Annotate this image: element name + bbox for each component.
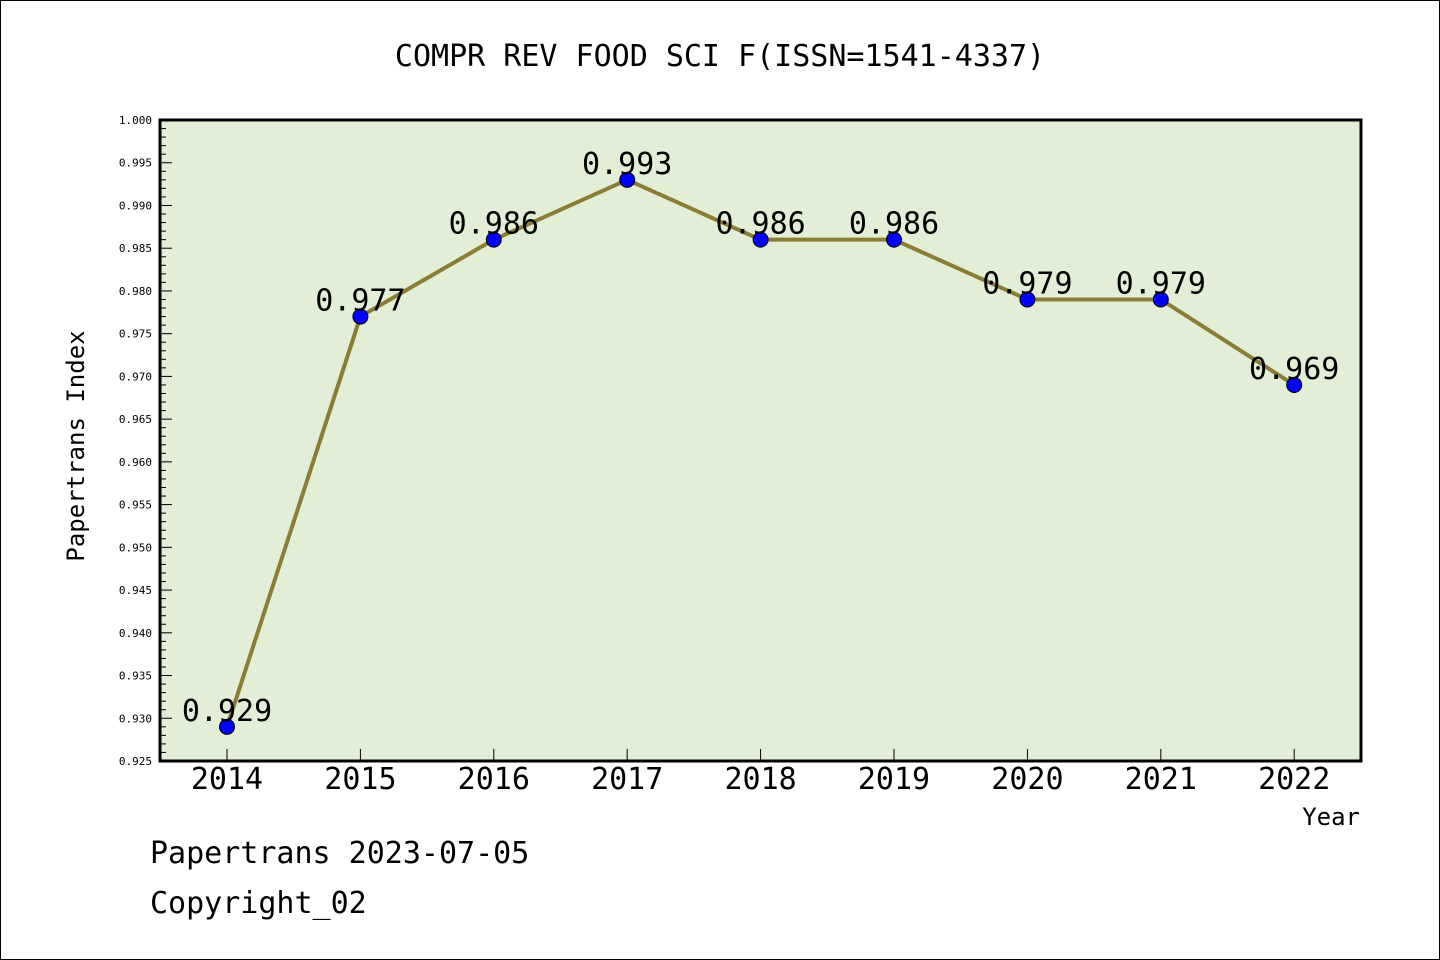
data-point [752,231,769,248]
footer-copyright: Copyright_02 [150,886,367,921]
data-point [1152,291,1169,308]
y-tick-label: 0.985 [119,242,152,255]
y-axis-title: Papertrans Index [62,330,90,561]
y-tick-label: 0.970 [119,370,152,383]
y-tick-label: 0.980 [119,285,152,298]
y-tick-label: 0.930 [119,712,152,725]
y-tick-label: 0.960 [119,456,152,469]
x-axis: 2014 2015 2016 2017 2018 2019 2020 2021 2022 [191,749,1330,797]
data-label: 0.929 [182,694,272,729]
data-labels: 0.929 0.977 0.986 0.993 0.986 0.986 0.979 0.979… [182,147,1340,729]
y-tick-label: 0.935 [119,670,152,683]
footer-date: Papertrans 2023-07-05 [150,836,530,871]
data-label: 0.986 [449,207,539,242]
y-axis: 0.925 0.930 0.935 0.940 0.945 0.950 0.955 0.960… [119,114,172,768]
data-point [1019,291,1036,308]
data-point [619,171,636,188]
y-tick-label: 0.975 [119,328,152,341]
data-point [352,308,369,325]
data-point [886,231,902,248]
data-points [219,171,1303,735]
y-tick-label: 0.955 [119,499,152,512]
x-tick-label: 2017 [591,762,663,797]
x-axis-title: Year [1302,803,1360,831]
x-tick-label: 2019 [858,762,930,797]
data-label: 0.986 [715,207,805,242]
y-tick-label: 0.925 [119,755,152,768]
y-tick-label: 0.990 [119,199,152,212]
y-tick-label: 1.000 [119,114,152,127]
x-tick-label: 2020 [991,762,1063,797]
data-label: 0.979 [1116,266,1206,301]
data-label: 0.979 [982,266,1072,301]
data-label: 0.969 [1249,352,1339,387]
y-tick-label: 0.965 [119,413,152,426]
y-tick-label: 0.995 [119,157,152,170]
data-point [219,718,235,735]
y-tick-label: 0.940 [119,627,152,640]
data-label: 0.977 [315,284,405,319]
y-tick-label: 0.945 [119,584,152,597]
y-tick-label: 0.950 [119,541,152,554]
data-point [1286,376,1303,393]
chart-title: COMPR REV FOOD SCI F(ISSN=1541-4337) [395,39,1045,74]
data-label: 0.986 [849,207,939,242]
x-tick-label: 2014 [191,762,263,797]
x-tick-label: 2016 [458,762,530,797]
x-tick-label: 2021 [1125,762,1197,797]
x-tick-label: 2018 [724,762,796,797]
data-point [485,231,502,248]
x-tick-label: 2015 [324,762,396,797]
plot-area [160,120,1361,761]
x-tick-label: 2022 [1258,762,1330,797]
plot-border [158,118,1363,763]
data-label: 0.993 [582,147,672,182]
